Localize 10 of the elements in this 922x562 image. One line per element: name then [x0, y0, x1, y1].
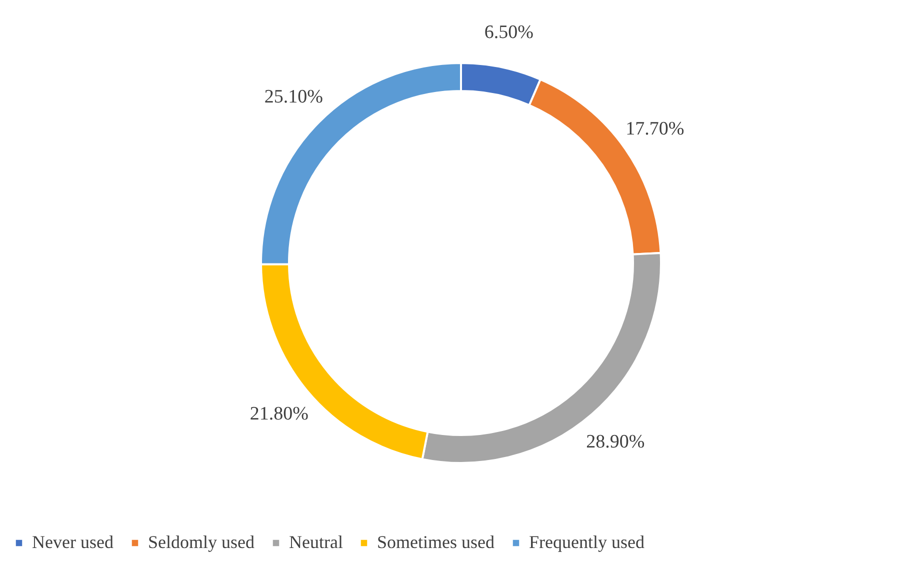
legend-label: Frequently used	[529, 532, 644, 552]
data-label: 17.70%	[626, 118, 684, 140]
legend-label: Seldomly used	[148, 532, 254, 552]
legend-label: Neutral	[289, 532, 343, 552]
data-label: 6.50%	[484, 22, 534, 43]
legend-label: Sometimes used	[377, 532, 494, 552]
data-label: 28.90%	[586, 431, 645, 452]
data-label: 25.10%	[264, 86, 324, 108]
legend-label: Never used	[32, 532, 114, 552]
data-label: 21.80%	[250, 403, 309, 424]
